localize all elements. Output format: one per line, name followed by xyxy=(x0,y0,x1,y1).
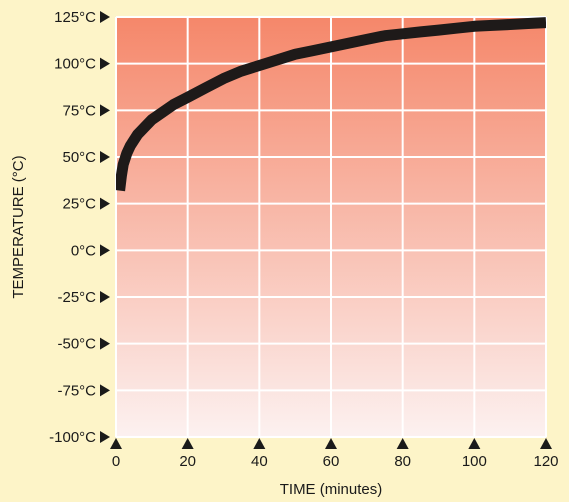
y-tick-marker xyxy=(100,197,110,210)
y-tick-marker xyxy=(100,384,110,397)
y-tick-label: 50°C xyxy=(62,149,96,166)
x-tick-marker xyxy=(181,438,194,449)
x-tick-label: 120 xyxy=(533,453,558,470)
y-tick-marker xyxy=(100,151,110,163)
x-tick-marker xyxy=(253,438,266,449)
x-tick-marker xyxy=(468,438,481,449)
y-tick-label: 0°C xyxy=(71,242,96,259)
x-tick-label: 0 xyxy=(112,453,120,470)
y-tick-marker xyxy=(100,431,110,443)
grid xyxy=(115,16,547,438)
x-tick-label: 100 xyxy=(462,453,487,470)
y-tick-marker xyxy=(100,244,110,257)
y-tick-marker xyxy=(100,104,110,117)
y-tick-marker xyxy=(100,11,110,23)
y-tick-marker xyxy=(100,291,110,303)
x-tick-label: 20 xyxy=(179,453,196,470)
y-tick-label: -75°C xyxy=(57,382,96,399)
x-tick-label: 40 xyxy=(251,453,268,470)
x-tick-marker xyxy=(325,438,337,449)
y-axis-ticks: 125°C 100°C 75°C 50°C 25°C 0°C -25°C -50°C -75°C… xyxy=(49,9,110,446)
y-tick-marker xyxy=(100,337,110,350)
series-line xyxy=(116,17,546,192)
data-marks xyxy=(116,17,546,192)
x-tick-marker xyxy=(396,438,409,449)
y-tick-label: 25°C xyxy=(62,196,96,213)
x-tick-label: 80 xyxy=(394,453,411,470)
x-tick-marker xyxy=(540,438,552,449)
x-tick-label: 60 xyxy=(323,453,340,470)
y-tick-label: 125°C xyxy=(54,9,96,26)
y-tick-label: -50°C xyxy=(57,336,96,353)
x-axis-label: TIME (minutes) xyxy=(280,481,383,498)
x-tick-marker xyxy=(110,438,122,449)
y-tick-label: -100°C xyxy=(49,429,96,446)
x-axis-ticks: 0 20 40 60 80 100 120 xyxy=(110,438,559,470)
y-tick-label: 100°C xyxy=(54,56,96,73)
y-tick-marker xyxy=(100,57,110,70)
y-tick-label: -25°C xyxy=(57,289,96,306)
y-tick-label: 75°C xyxy=(62,102,96,119)
y-axis-label: TEMPERATURE (°C) xyxy=(10,155,27,298)
